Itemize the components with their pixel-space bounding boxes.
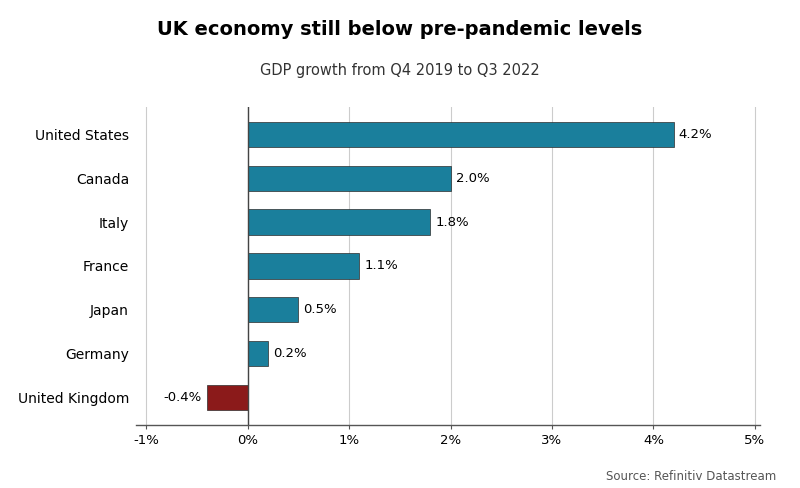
Bar xyxy=(248,122,674,147)
Bar xyxy=(248,165,450,191)
Bar xyxy=(207,385,248,410)
Text: GDP growth from Q4 2019 to Q3 2022: GDP growth from Q4 2019 to Q3 2022 xyxy=(260,63,540,79)
Bar xyxy=(248,209,430,235)
Text: UK economy still below pre-pandemic levels: UK economy still below pre-pandemic leve… xyxy=(158,20,642,39)
Text: 4.2%: 4.2% xyxy=(679,128,713,141)
Bar xyxy=(248,297,298,323)
Text: 0.2%: 0.2% xyxy=(273,347,306,360)
Text: 1.1%: 1.1% xyxy=(364,260,398,272)
Text: 1.8%: 1.8% xyxy=(435,216,469,229)
Text: 2.0%: 2.0% xyxy=(456,172,490,185)
Text: 0.5%: 0.5% xyxy=(303,303,337,316)
Bar xyxy=(248,253,359,279)
Text: Source: Refinitiv Datastream: Source: Refinitiv Datastream xyxy=(606,470,776,483)
Bar xyxy=(248,341,268,366)
Text: -0.4%: -0.4% xyxy=(164,391,202,404)
